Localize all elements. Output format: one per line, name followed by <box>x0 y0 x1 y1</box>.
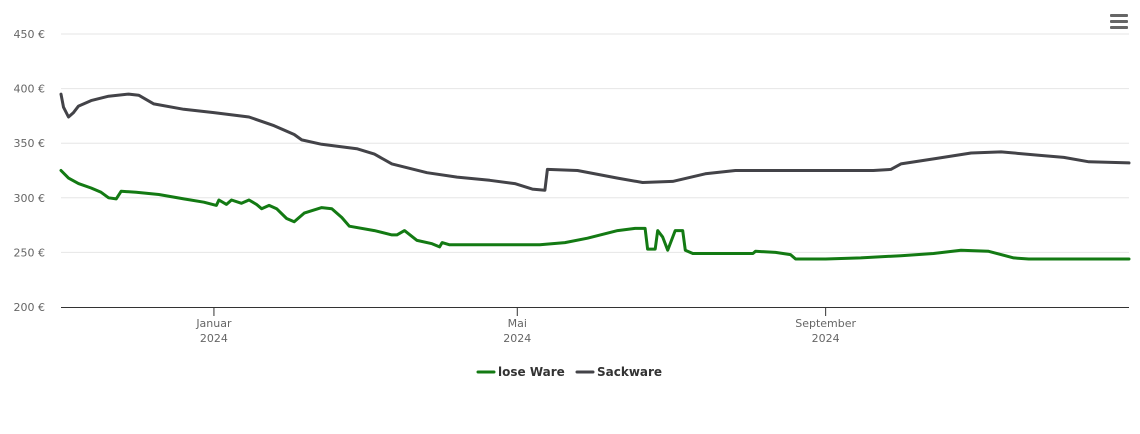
y-tick-label: 400 € <box>14 83 46 96</box>
series-line-0[interactable] <box>59 169 1131 261</box>
x-tick-year-label: 2024 <box>200 332 228 345</box>
hamburger-menu-icon[interactable] <box>1108 12 1130 32</box>
y-tick-label: 300 € <box>14 192 46 205</box>
x-tick-month-label: Mai <box>508 317 527 330</box>
y-tick-label: 250 € <box>14 246 46 259</box>
x-axis: Januar 2024 Mai 2024 September 2024 <box>61 307 1129 345</box>
y-tick-label: 200 € <box>14 301 46 314</box>
legend: lose Ware Sackware <box>476 365 662 379</box>
x-tick-month-label: September <box>795 317 856 330</box>
series-line-1[interactable] <box>59 92 1131 192</box>
x-tick-year-label: 2024 <box>812 332 840 345</box>
legend-item-label[interactable]: lose Ware <box>498 365 565 379</box>
x-tick-month-label: Januar <box>195 317 232 330</box>
grid-lines <box>61 33 1129 253</box>
y-axis: 200 € 250 € 300 € 350 € 400 € 450 € <box>14 28 46 314</box>
series-lines <box>59 92 1131 261</box>
legend-item-label[interactable]: Sackware <box>597 365 662 379</box>
y-tick-label: 450 € <box>14 28 46 41</box>
y-tick-label: 350 € <box>14 137 46 150</box>
x-tick-year-label: 2024 <box>503 332 531 345</box>
